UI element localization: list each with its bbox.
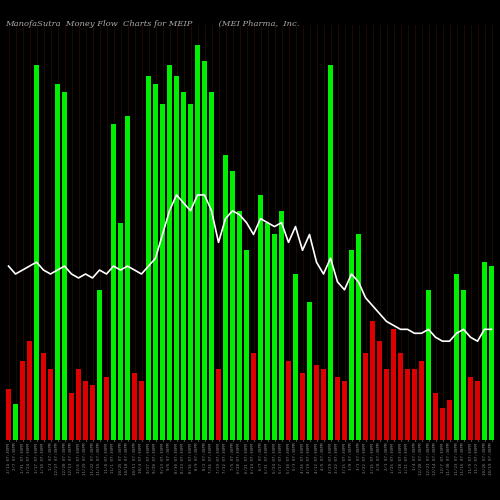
Bar xyxy=(209,92,214,440)
Bar xyxy=(90,384,95,440)
Bar xyxy=(482,262,487,440)
Bar xyxy=(356,234,361,440)
Bar xyxy=(475,380,480,440)
Bar xyxy=(300,373,305,440)
Bar xyxy=(419,361,424,440)
Bar xyxy=(426,290,431,440)
Bar xyxy=(167,64,172,440)
Bar xyxy=(398,353,403,440)
Bar xyxy=(111,124,116,440)
Bar xyxy=(328,64,333,440)
Bar xyxy=(223,156,228,440)
Bar xyxy=(293,274,298,440)
Bar xyxy=(391,330,396,440)
Bar xyxy=(62,92,67,440)
Bar xyxy=(202,60,207,440)
Text: ManofaSutra  Money Flow  Charts for MEIP          (MEI Pharma,  Inc.: ManofaSutra Money Flow Charts for MEIP (… xyxy=(5,20,300,28)
Bar xyxy=(258,195,263,440)
Bar xyxy=(76,369,81,440)
Bar xyxy=(314,365,319,440)
Bar xyxy=(251,353,256,440)
Bar xyxy=(363,353,368,440)
Bar xyxy=(27,341,32,440)
Bar xyxy=(125,116,130,440)
Bar xyxy=(216,369,221,440)
Bar xyxy=(377,341,382,440)
Bar xyxy=(34,64,39,440)
Bar xyxy=(342,380,347,440)
Bar xyxy=(118,222,123,440)
Bar xyxy=(55,84,60,440)
Bar xyxy=(489,266,494,440)
Bar xyxy=(307,302,312,440)
Bar xyxy=(286,361,291,440)
Bar xyxy=(69,392,74,440)
Bar xyxy=(447,400,452,440)
Bar xyxy=(41,353,46,440)
Bar xyxy=(188,104,193,440)
Bar xyxy=(244,250,249,440)
Bar xyxy=(461,290,466,440)
Bar xyxy=(230,171,235,440)
Bar xyxy=(139,380,144,440)
Bar xyxy=(48,369,53,440)
Bar xyxy=(272,234,277,440)
Bar xyxy=(412,369,417,440)
Bar xyxy=(181,92,186,440)
Bar xyxy=(146,76,151,440)
Bar xyxy=(265,222,270,440)
Bar xyxy=(433,392,438,440)
Bar xyxy=(153,84,158,440)
Bar xyxy=(6,388,11,440)
Bar xyxy=(174,76,179,440)
Bar xyxy=(195,45,200,440)
Bar xyxy=(468,377,473,440)
Bar xyxy=(405,369,410,440)
Bar xyxy=(13,404,18,440)
Bar xyxy=(237,211,242,440)
Bar xyxy=(370,322,375,440)
Bar xyxy=(279,211,284,440)
Bar xyxy=(83,380,88,440)
Bar xyxy=(349,250,354,440)
Bar xyxy=(20,361,25,440)
Bar xyxy=(321,369,326,440)
Bar xyxy=(104,377,109,440)
Bar xyxy=(335,377,340,440)
Bar xyxy=(132,373,137,440)
Bar xyxy=(454,274,459,440)
Bar xyxy=(160,104,165,440)
Bar xyxy=(440,408,445,440)
Bar xyxy=(384,369,389,440)
Bar xyxy=(97,290,102,440)
